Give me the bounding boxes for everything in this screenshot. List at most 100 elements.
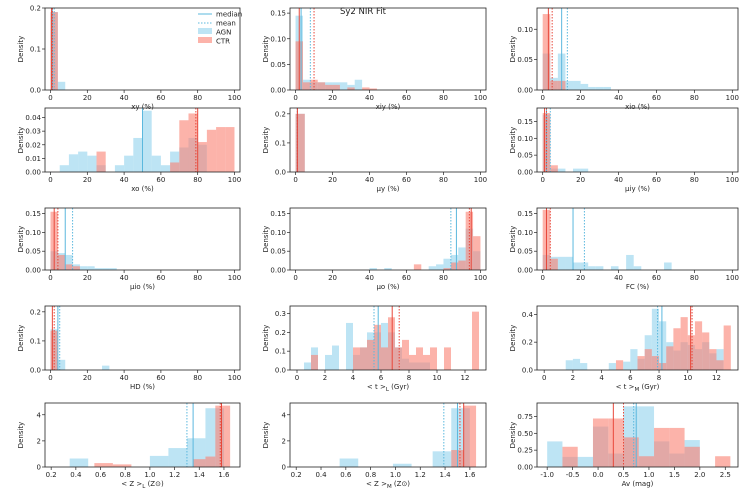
x-tick-label: 40 (120, 176, 129, 184)
y-tick-label: 0.00 (517, 87, 533, 95)
agn-bar (432, 451, 452, 467)
x-tick-label: 4 (351, 374, 356, 382)
agn-bar (436, 264, 444, 270)
axes-frame (44, 305, 241, 371)
x-tick-label: 0 (293, 274, 297, 282)
axes-frame (536, 7, 739, 91)
agn-bar (168, 448, 187, 467)
ctr-bar (188, 113, 198, 172)
y-tick-label: 0 (37, 464, 41, 472)
agn-bar (102, 365, 110, 370)
ctr-bar (388, 317, 395, 370)
agn-bar (565, 256, 574, 270)
agn-bar (332, 345, 339, 370)
ctr-bar (170, 162, 180, 172)
y-axis-label: Density (17, 226, 25, 253)
x-tick-label: 80 (193, 374, 202, 382)
x-tick-label: 40 (120, 274, 129, 282)
ctr-bar (465, 211, 474, 270)
agn-bar (565, 360, 573, 370)
x-tick-label: 20 (576, 176, 585, 184)
x-tick-label: 0.4 (70, 471, 82, 479)
y-tick-label: 0.04 (25, 114, 41, 122)
ctr-bar (409, 354, 416, 370)
y-tick-label: 0.2 (275, 110, 286, 118)
x-tick-label: 1.4 (194, 471, 206, 479)
ctr-bar (206, 129, 217, 172)
x-tick-label: 20 (83, 176, 92, 184)
y-tick-label: 0.03 (25, 128, 41, 136)
ctr-bar (205, 456, 216, 467)
x-tick-label: 40 (614, 176, 623, 184)
agn-bar (623, 361, 631, 370)
y-tick-label: 0.01 (25, 155, 41, 163)
agn-bar (381, 322, 388, 370)
x-tick-label: -0.5 (566, 471, 580, 479)
legend-agn-swatch (198, 28, 212, 34)
ctr-bar (637, 356, 645, 370)
agn-bar (170, 151, 180, 172)
panel-12: 0 2 4 6 8 10 12 0.0 0.2 0.4 < t >M (Gyr) Density (509, 305, 739, 393)
x-tick-label: 80 (439, 94, 448, 102)
agn-bar (87, 266, 95, 270)
x-axis-label: HD (%) (130, 383, 155, 391)
agn-bar (547, 441, 563, 467)
ctr-bar (179, 120, 189, 172)
panel-11: 0 2 4 6 8 10 12 0.0 0.1 0.2 0.3 < t >L (Gyr) Density (262, 305, 487, 393)
agn-bar (94, 268, 103, 270)
x-axis-label: xiy (%) (376, 103, 401, 111)
agn-bar (78, 151, 88, 172)
ctr-bar (669, 427, 685, 467)
y-tick-label: 0.1 (30, 337, 41, 345)
ctr-bar (302, 82, 311, 90)
ctr-bar (325, 84, 333, 90)
x-tick-label: 1.6 (464, 471, 476, 479)
y-tick-label: 0.2 (30, 5, 41, 13)
ctr-bar (687, 335, 695, 370)
ctr-bar (225, 127, 235, 172)
ctr-bar (311, 354, 318, 370)
x-tick-label: 12 (712, 374, 721, 382)
ctr-bar (416, 347, 423, 370)
ctr-bar (709, 349, 717, 370)
ctr-bar (193, 459, 206, 467)
figure-title: Sy2 NIR Fit (340, 7, 387, 17)
x-tick-label: 100 (474, 176, 487, 184)
x-tick-label: 6 (379, 374, 384, 382)
agn-bar (603, 86, 611, 90)
agn-bar (59, 165, 69, 172)
axes-frame (536, 402, 739, 468)
x-tick-label: 0 (540, 94, 544, 102)
ctr-bar (317, 82, 326, 90)
x-tick-label: 0 (48, 176, 52, 184)
ctr-bar (654, 427, 670, 467)
y-tick-label: 0.00 (25, 267, 41, 275)
x-tick-label: 0.6 (340, 471, 352, 479)
y-axis-label: Density (17, 36, 25, 63)
ctr-bar (96, 151, 106, 172)
y-axis-label: Density (262, 127, 270, 154)
y-tick-label: 0.00 (517, 169, 533, 177)
axes-frame (289, 207, 487, 271)
agn-bar (664, 262, 672, 270)
axes-frame (536, 107, 739, 173)
x-tick-label: 6 (628, 374, 633, 382)
agn-bar (114, 165, 125, 172)
x-tick-label: 2.5 (720, 471, 731, 479)
x-tick-label: 60 (156, 274, 165, 282)
x-axis-label: < t >M (Gyr) (616, 383, 660, 393)
y-tick-label: 0.1 (275, 139, 286, 147)
y-tick-label: 0.10 (517, 26, 533, 34)
agn-bar (573, 80, 581, 90)
x-tick-label: 80 (193, 94, 202, 102)
y-tick-label: 0.25 (517, 447, 533, 455)
ctr-bar (347, 87, 355, 90)
agn-bar (588, 86, 596, 90)
axes-frame (44, 207, 241, 271)
agn-bar (608, 363, 616, 370)
panel-4: 0 20 40 60 80 100 0.00 0.01 0.02 0.03 0.04 xo (%) De… (17, 107, 241, 193)
ctr-bar (615, 360, 624, 370)
ctr-bar (715, 456, 731, 467)
ctr-bar (472, 311, 479, 370)
